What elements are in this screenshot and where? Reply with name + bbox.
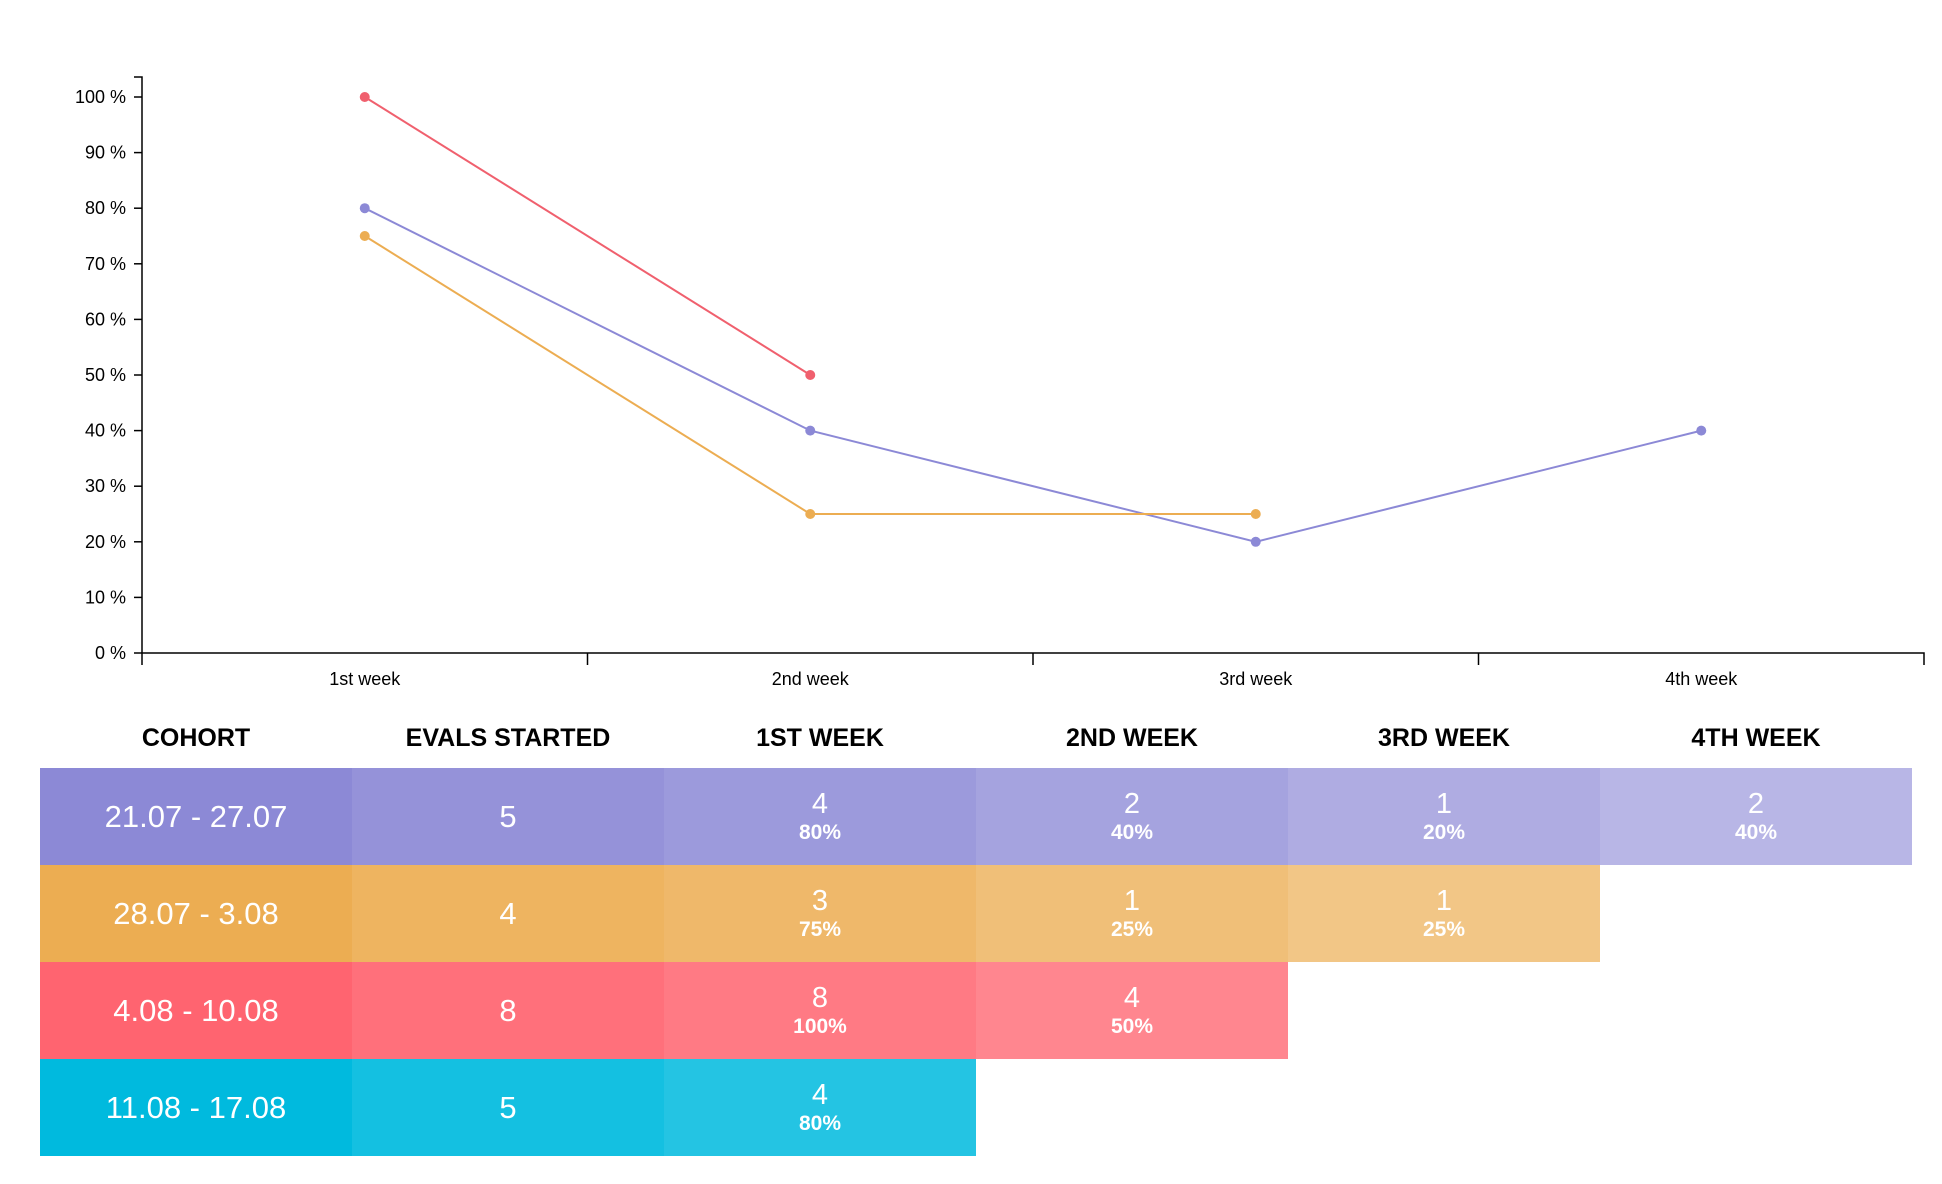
table-row: 21.07 - 27.07 5 4 80% 2 40% 1 20% 2 40% xyxy=(40,768,1912,865)
week-count: 1 xyxy=(1435,787,1453,820)
y-tick-label: 100 % xyxy=(75,87,126,107)
week-cell xyxy=(1600,865,1912,962)
cohort-cell: 11.08 - 17.08 xyxy=(40,1059,352,1156)
week-count: 1 xyxy=(1123,884,1141,917)
y-tick-label: 0 % xyxy=(95,643,126,663)
evals-started-cell: 4 xyxy=(352,865,664,962)
y-tick-label: 30 % xyxy=(85,476,126,496)
cohort-label: 11.08 - 17.08 xyxy=(105,1089,287,1125)
evals-started-value: 5 xyxy=(499,1089,517,1125)
y-axis-line xyxy=(134,76,143,653)
week-percent: 50% xyxy=(1110,1014,1154,1038)
cohort-label: 28.07 - 3.08 xyxy=(113,895,279,931)
week-count: 2 xyxy=(1747,787,1765,820)
week-percent: 25% xyxy=(1422,917,1466,941)
evals-started-cell: 5 xyxy=(352,1059,664,1156)
evals-started-value: 5 xyxy=(499,798,517,834)
week-cell: 2 40% xyxy=(976,768,1288,865)
week-percent: 100% xyxy=(793,1014,847,1038)
series-point-1 xyxy=(1250,536,1261,547)
week-percent: 75% xyxy=(798,917,842,941)
header-cohort: COHORT xyxy=(141,723,251,752)
week-percent: 80% xyxy=(798,820,842,844)
x-axis: 1st week 2nd week 3rd week 4th week xyxy=(141,652,1925,689)
week-cell xyxy=(1600,1059,1912,1156)
series-point-2 xyxy=(805,509,816,519)
week-count: 4 xyxy=(811,787,829,820)
cohort-cell: 28.07 - 3.08 xyxy=(40,865,352,962)
series-point-0 xyxy=(805,370,816,380)
week-percent: 40% xyxy=(1734,820,1778,844)
week-cell xyxy=(976,1059,1288,1156)
week-cell: 2 40% xyxy=(1600,768,1912,865)
table-row: 4.08 - 10.08 8 8 100% 4 50% xyxy=(40,962,1912,1059)
cohort-cell: 21.07 - 27.07 xyxy=(40,768,352,865)
week-cell: 4 50% xyxy=(976,962,1288,1059)
y-tick-label: 10 % xyxy=(85,587,126,607)
x-tick-label: 3rd week xyxy=(1219,669,1293,689)
y-tick-label: 50 % xyxy=(85,365,126,385)
week-percent: 25% xyxy=(1110,917,1154,941)
series-line-0 xyxy=(364,96,811,376)
series-point-2 xyxy=(359,231,370,241)
y-tick-label: 80 % xyxy=(85,198,126,218)
series-point-1 xyxy=(359,203,370,214)
cohort-label: 21.07 - 27.07 xyxy=(104,798,288,834)
week-count: 4 xyxy=(811,1078,829,1111)
y-axis: 0 % 10 % 20 % 30 % 40 % 50 % 60 % 70 % 80 % 90 % 1… xyxy=(75,76,143,663)
cohort-cell: 4.08 - 10.08 xyxy=(40,962,352,1059)
week-percent: 80% xyxy=(798,1111,842,1135)
evals-started-cell: 5 xyxy=(352,768,664,865)
week-cell: 4 80% xyxy=(664,1059,976,1156)
header-week-1: 1ST WEEK xyxy=(756,723,884,752)
week-count: 2 xyxy=(1123,787,1141,820)
week-percent: 20% xyxy=(1422,820,1466,844)
series-point-2 xyxy=(1250,509,1261,519)
cohort-label: 4.08 - 10.08 xyxy=(113,992,279,1028)
header-week-2: 2ND WEEK xyxy=(1066,723,1198,752)
table-body: 21.07 - 27.07 5 4 80% 2 40% 1 20% 2 40% 28.07 - 3.… xyxy=(40,768,1912,1156)
series-layer xyxy=(359,92,1707,547)
week-cell: 1 25% xyxy=(1288,865,1600,962)
y-tick-label: 90 % xyxy=(85,143,126,163)
y-tick-label: 20 % xyxy=(85,532,126,552)
week-count: 4 xyxy=(1123,981,1141,1014)
evals-started-cell: 8 xyxy=(352,962,664,1059)
header-evals-started: EVALS STARTED xyxy=(405,723,611,752)
week-cell: 1 25% xyxy=(976,865,1288,962)
x-tick-label: 1st week xyxy=(329,669,401,689)
retention-line-chart: 0 % 10 % 20 % 30 % 40 % 50 % 60 % 70 % 80 % 90 % 1… xyxy=(75,76,1925,689)
header-week-3: 3RD WEEK xyxy=(1378,723,1510,752)
series-line-1 xyxy=(364,207,1702,543)
evals-started-value: 4 xyxy=(499,895,517,931)
week-count: 3 xyxy=(811,884,829,917)
week-percent: 40% xyxy=(1110,820,1154,844)
week-cell xyxy=(1288,962,1600,1059)
cohort-table: COHORT EVALS STARTED 1ST WEEK 2ND WEEK 3… xyxy=(40,708,1912,1156)
y-tick-label: 70 % xyxy=(85,254,126,274)
series-point-1 xyxy=(1696,425,1707,436)
table-row: 28.07 - 3.08 4 3 75% 1 25% 1 25% xyxy=(40,865,1912,962)
week-count: 8 xyxy=(811,981,829,1014)
y-tick-label: 40 % xyxy=(85,421,126,441)
week-cell: 1 20% xyxy=(1288,768,1600,865)
table-row: 11.08 - 17.08 5 4 80% xyxy=(40,1059,1912,1156)
x-tick-label: 4th week xyxy=(1665,669,1738,689)
series-point-0 xyxy=(359,92,370,102)
header-week-4: 4TH WEEK xyxy=(1691,723,1821,752)
week-cell xyxy=(1288,1059,1600,1156)
week-count: 1 xyxy=(1435,884,1453,917)
table-header-row: COHORT EVALS STARTED 1ST WEEK 2ND WEEK 3… xyxy=(40,708,1912,768)
week-cell: 4 80% xyxy=(664,768,976,865)
week-cell xyxy=(1600,962,1912,1059)
x-tick-label: 2nd week xyxy=(772,669,850,689)
y-tick-label: 60 % xyxy=(85,309,126,329)
week-cell: 8 100% xyxy=(664,962,976,1059)
evals-started-value: 8 xyxy=(499,992,517,1028)
series-point-1 xyxy=(805,425,816,436)
week-cell: 3 75% xyxy=(664,865,976,962)
